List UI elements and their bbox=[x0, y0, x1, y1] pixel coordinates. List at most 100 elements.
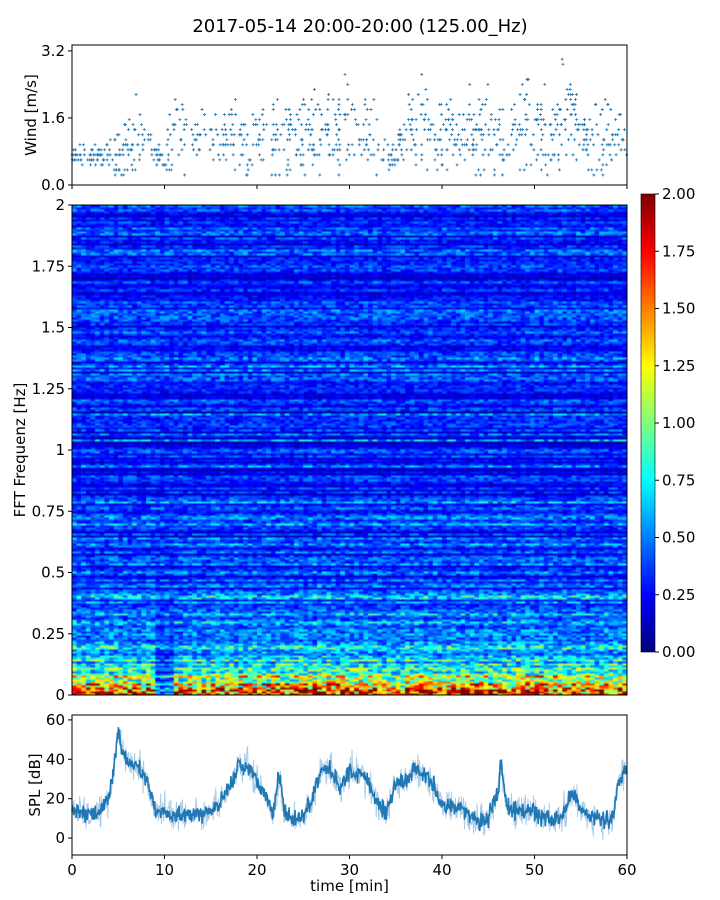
spectrogram-y-tick-label: 1.75 bbox=[32, 257, 65, 275]
wind-point bbox=[525, 77, 529, 81]
wind-point bbox=[152, 158, 156, 162]
wind-point bbox=[460, 128, 464, 132]
wind-point bbox=[517, 123, 521, 127]
wind-point bbox=[183, 173, 187, 177]
wind-point bbox=[610, 133, 614, 137]
wind-point bbox=[224, 158, 228, 162]
wind-point bbox=[181, 108, 185, 112]
wind-point bbox=[554, 128, 558, 132]
wind-point bbox=[483, 148, 487, 152]
wind-point bbox=[191, 143, 195, 147]
wind-point bbox=[261, 108, 265, 112]
wind-point bbox=[405, 148, 409, 152]
wind-point bbox=[403, 138, 407, 142]
wind-point bbox=[233, 168, 237, 172]
wind-point bbox=[319, 128, 323, 132]
wind-point bbox=[438, 103, 442, 107]
wind-point bbox=[326, 123, 330, 127]
wind-x-ticks bbox=[71, 185, 628, 189]
wind-point bbox=[457, 133, 461, 137]
wind-point bbox=[414, 118, 418, 122]
wind-point bbox=[565, 87, 569, 91]
wind-point bbox=[482, 168, 486, 172]
wind-point bbox=[616, 133, 620, 137]
wind-point bbox=[561, 62, 565, 66]
wind-point bbox=[605, 143, 609, 147]
wind-point bbox=[498, 138, 502, 142]
wind-point bbox=[288, 118, 292, 122]
wind-point bbox=[426, 138, 430, 142]
wind-point bbox=[95, 153, 99, 157]
wind-point bbox=[91, 158, 95, 162]
wind-point bbox=[282, 148, 286, 152]
wind-point bbox=[498, 108, 502, 112]
wind-point bbox=[123, 168, 127, 172]
wind-point bbox=[270, 173, 274, 177]
wind-point bbox=[170, 148, 174, 152]
wind-point bbox=[101, 163, 105, 167]
wind-point bbox=[406, 118, 410, 122]
wind-point bbox=[307, 108, 311, 112]
wind-point bbox=[617, 143, 621, 147]
wind-point bbox=[584, 128, 588, 132]
wind-point bbox=[211, 138, 215, 142]
wind-point bbox=[103, 148, 107, 152]
wind-point bbox=[195, 133, 199, 137]
wind-point bbox=[365, 108, 369, 112]
wind-point bbox=[327, 153, 331, 157]
wind-point bbox=[362, 123, 366, 127]
wind-point bbox=[172, 123, 176, 127]
wind-point bbox=[457, 113, 461, 117]
wind-point bbox=[260, 113, 264, 117]
wind-point bbox=[590, 133, 594, 137]
wind-point bbox=[183, 143, 187, 147]
wind-point bbox=[306, 118, 310, 122]
wind-point bbox=[601, 163, 605, 167]
wind-point bbox=[332, 148, 336, 152]
wind-point bbox=[392, 158, 396, 162]
wind-point bbox=[222, 123, 226, 127]
wind-point bbox=[440, 148, 444, 152]
wind-point bbox=[530, 143, 534, 147]
wind-point bbox=[365, 138, 369, 142]
wind-point bbox=[544, 163, 548, 167]
wind-point bbox=[132, 158, 136, 162]
wind-point bbox=[300, 103, 304, 107]
wind-point bbox=[416, 92, 420, 96]
wind-point bbox=[131, 168, 135, 172]
wind-point bbox=[338, 128, 342, 132]
wind-point bbox=[327, 128, 331, 132]
wind-point bbox=[545, 173, 549, 177]
wind-point bbox=[382, 148, 386, 152]
colorbar-tick-label: 0.75 bbox=[662, 471, 695, 489]
wind-point bbox=[166, 153, 170, 157]
wind-point bbox=[287, 123, 291, 127]
wind-point bbox=[502, 148, 506, 152]
wind-point bbox=[520, 82, 524, 86]
wind-point bbox=[288, 113, 292, 117]
wind-point bbox=[363, 103, 367, 107]
wind-point bbox=[467, 113, 471, 117]
wind-point bbox=[525, 92, 529, 96]
wind-point bbox=[301, 153, 305, 157]
wind-point bbox=[81, 143, 85, 147]
wind-point bbox=[191, 133, 195, 137]
wind-point bbox=[529, 163, 533, 167]
wind-point bbox=[180, 148, 184, 152]
wind-point bbox=[179, 138, 183, 142]
wind-point bbox=[233, 97, 237, 101]
wind-point bbox=[222, 113, 226, 117]
wind-point bbox=[121, 148, 125, 152]
wind-point bbox=[569, 97, 573, 101]
wind-point bbox=[121, 153, 125, 157]
wind-point bbox=[474, 128, 478, 132]
wind-point bbox=[479, 173, 483, 177]
wind-point bbox=[211, 143, 215, 147]
wind-point bbox=[337, 138, 341, 142]
wind-point bbox=[611, 138, 615, 142]
spl-y-tick-label: 60 bbox=[46, 711, 65, 729]
wind-y-tick-label: 0.0 bbox=[41, 176, 65, 194]
spl-spread-band bbox=[71, 727, 628, 840]
wind-point bbox=[595, 168, 599, 172]
